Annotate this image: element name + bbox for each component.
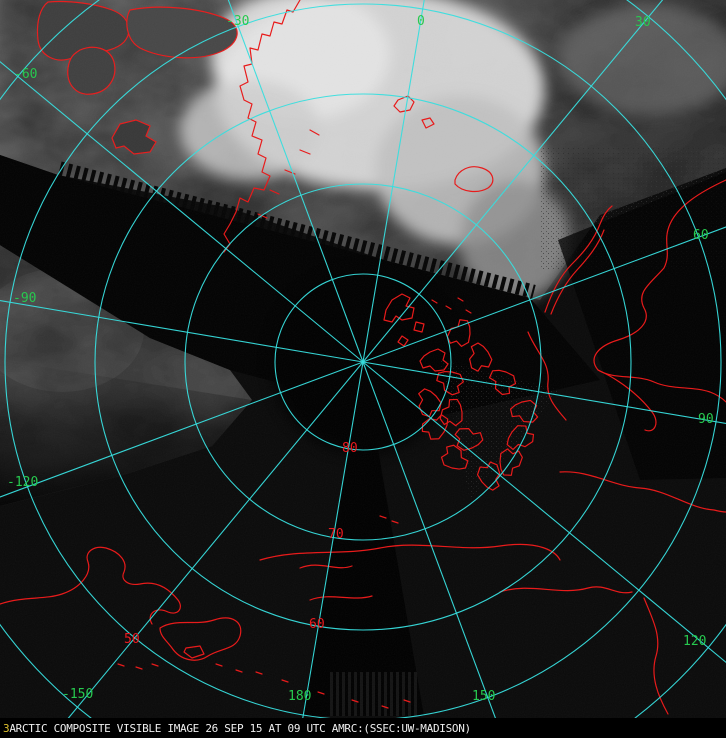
island-outline xyxy=(454,428,484,451)
longitude-label: 60 xyxy=(693,228,709,243)
latitude-label: 60 xyxy=(309,617,325,632)
latitude-label: 80 xyxy=(342,441,358,456)
meridian-line--180 xyxy=(302,361,364,718)
latitude-label: 50 xyxy=(124,632,140,647)
island-outline xyxy=(476,461,501,491)
meridian-line-0 xyxy=(362,0,425,363)
island-outline xyxy=(488,369,517,396)
island-outline xyxy=(506,425,535,451)
meridian-line-60 xyxy=(362,226,726,363)
islet-mark xyxy=(381,705,389,709)
satellite-map: -30 0 30 -60 -90 -120 -150 180 150 60 90 120 80 70 60 5… xyxy=(0,0,726,718)
islet-mark xyxy=(135,666,143,670)
longitude-label: 180 xyxy=(288,689,311,704)
island-outline xyxy=(421,414,449,440)
caption-text: ARCTIC COMPOSITE VISIBLE IMAGE 26 SEP 15… xyxy=(9,721,471,735)
longitude-label: -120 xyxy=(7,475,38,490)
latitude-circle-60 xyxy=(94,93,632,631)
meridian-line--30 xyxy=(227,0,364,363)
caption-bar: 3 ARCTIC COMPOSITE VISIBLE IMAGE 26 SEP … xyxy=(0,718,726,738)
islet-mark xyxy=(391,520,399,524)
longitude-label: -30 xyxy=(226,14,249,29)
latitude-circle-70 xyxy=(184,183,542,541)
islet-mark xyxy=(151,663,159,667)
island-outline xyxy=(469,342,493,372)
longitude-label: 30 xyxy=(635,15,651,30)
meridian-line-150 xyxy=(362,361,496,718)
island-outline xyxy=(499,448,523,476)
islet-mark xyxy=(255,671,263,675)
longitude-label: 120 xyxy=(683,634,706,649)
islet-mark xyxy=(235,669,243,673)
latitude-circle-80 xyxy=(274,273,452,451)
latitude-circle-50 xyxy=(4,3,722,718)
islet-mark xyxy=(351,699,359,703)
island-outline xyxy=(446,319,471,347)
satellite-image: -30 0 30 -60 -90 -120 -150 180 150 60 90 120 80 70 60 5… xyxy=(0,0,726,718)
meridian-line--120 xyxy=(0,361,364,498)
meridian-line-30 xyxy=(362,0,664,363)
longitude-label: 90 xyxy=(698,412,714,427)
graticule-overlay xyxy=(0,0,726,718)
islet-mark xyxy=(379,515,387,519)
longitude-label: 150 xyxy=(472,689,495,704)
longitude-label: -60 xyxy=(14,67,37,82)
meridian-line--60 xyxy=(0,60,364,363)
islet-mark xyxy=(117,663,125,667)
islet-mark xyxy=(403,699,411,703)
coastlines-overlay xyxy=(0,0,726,715)
longitude-label: -150 xyxy=(62,687,93,702)
island-outline xyxy=(436,370,464,396)
latitude-label: 70 xyxy=(328,527,344,542)
meridian-line--150 xyxy=(67,361,364,718)
caption-prefix: 3 xyxy=(3,721,10,735)
islet-mark xyxy=(215,663,223,667)
islet-mark xyxy=(317,691,325,695)
meridian-line-90 xyxy=(362,361,726,424)
longitude-label: -90 xyxy=(13,291,36,306)
island-outline xyxy=(419,348,449,372)
island-outline xyxy=(440,444,469,470)
meridian-line--90 xyxy=(0,300,364,363)
longitude-label: 0 xyxy=(417,14,425,29)
islet-mark xyxy=(281,679,289,683)
grid-labels: -30 0 30 -60 -90 -120 -150 180 150 60 90 120 80 70 60 5… xyxy=(7,14,714,704)
meridian-line-120 xyxy=(362,361,726,664)
